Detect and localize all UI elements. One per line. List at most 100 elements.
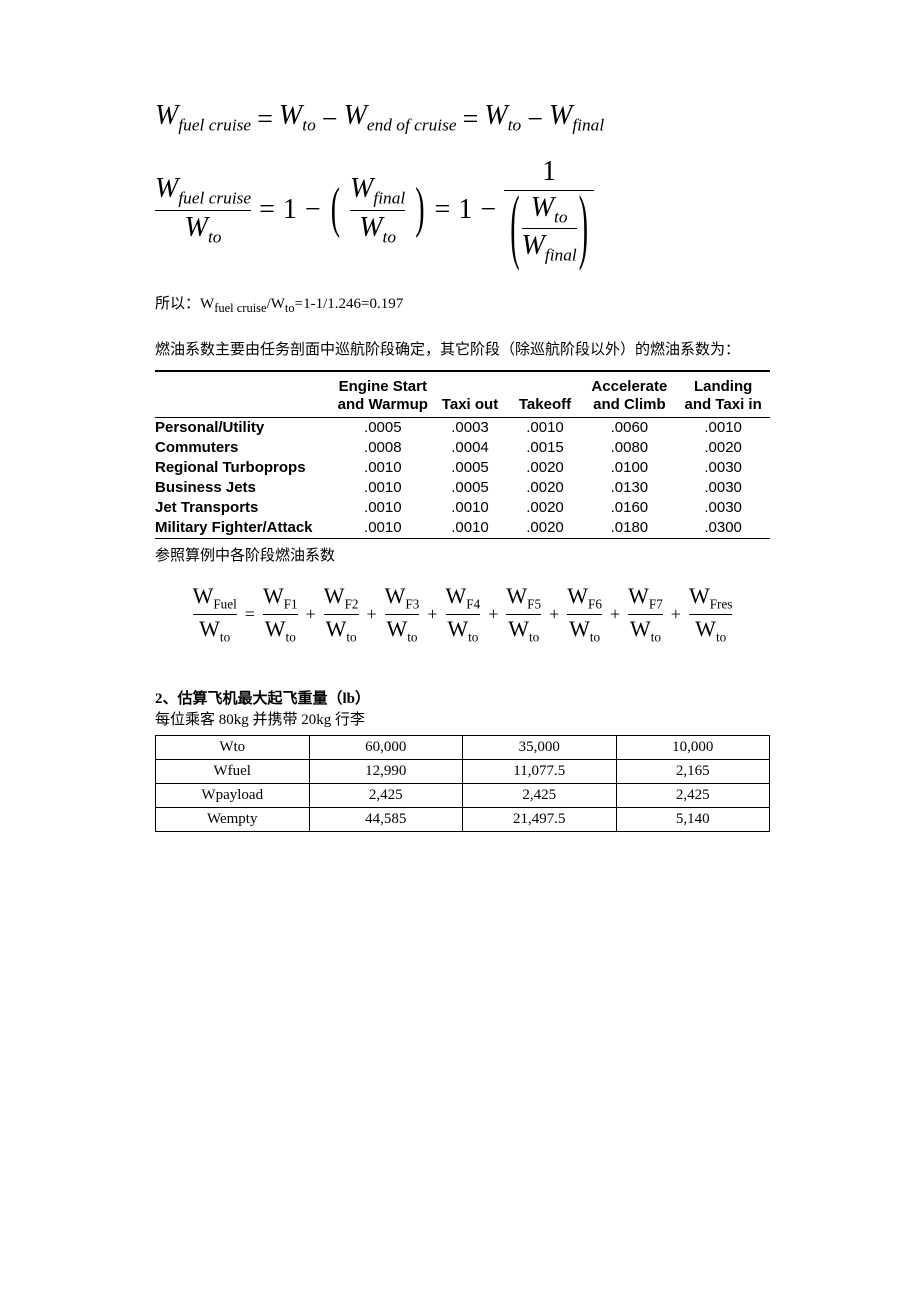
- table-cell: .0010: [676, 419, 770, 436]
- table-cell: .0130: [583, 479, 677, 496]
- fraction-term: WF5Wto: [506, 584, 541, 645]
- table-cell: .0015: [508, 439, 583, 456]
- table-cell: .0005: [333, 419, 432, 436]
- table-cell: .0004: [433, 439, 508, 456]
- table-cell: Military Fighter/Attack: [155, 519, 333, 536]
- weight-estimate-table: Wto60,00035,00010,000Wfuel12,99011,077.5…: [155, 735, 770, 832]
- eq2-rhs-frac: 1 ( Wto Wfinal ): [504, 156, 594, 265]
- table-cell: .0020: [676, 439, 770, 456]
- eq1-t3: Wto: [484, 100, 521, 136]
- eq-op-plus: +: [610, 604, 620, 625]
- table-cell: .0300: [676, 519, 770, 536]
- table-cell: .0020: [508, 499, 583, 516]
- table-row: Commuters.0008.0004.0015.0080.0020: [155, 438, 770, 458]
- table-row: Personal/Utility.0005.0003.0010.0060.001…: [155, 418, 770, 438]
- fraction-term: WF4Wto: [446, 584, 481, 645]
- table-cell: Regional Turboprops: [155, 459, 333, 476]
- table-cell: .0020: [508, 459, 583, 476]
- table-cell: .0010: [433, 519, 508, 536]
- eq-op-minus: −: [305, 194, 321, 226]
- table-cell: .0005: [433, 459, 508, 476]
- table-cell: .0010: [333, 519, 432, 536]
- eq1-t4: Wfinal: [549, 100, 604, 136]
- table-cell: .0010: [508, 419, 583, 436]
- table-cell: 11,077.5: [463, 759, 617, 783]
- eq-op-plus: +: [306, 604, 316, 625]
- eq-op-eq: =: [463, 104, 479, 136]
- table-cell: Wfuel: [156, 759, 310, 783]
- fuel-fraction-table: Engine Startand WarmupTaxi outTakeoffAcc…: [155, 370, 770, 539]
- table-header: Engine Startand Warmup: [333, 378, 432, 413]
- table-cell: Wpayload: [156, 783, 310, 807]
- eq-op-eq: =: [257, 104, 273, 136]
- eq1-lhs: Wfuel cruise: [155, 100, 251, 136]
- fraction-term: WF7Wto: [628, 584, 663, 645]
- eq-op-plus: +: [488, 604, 498, 625]
- table-header: Takeoff: [508, 396, 583, 413]
- table-cell: .0010: [433, 499, 508, 516]
- paren-left-tall: (: [510, 181, 519, 277]
- eq-op-plus: +: [549, 604, 559, 625]
- table-cell: 21,497.5: [463, 807, 617, 831]
- table-cell: Wempty: [156, 807, 310, 831]
- eq-op-eq: =: [259, 194, 275, 226]
- table-header: Landingand Taxi in: [676, 378, 770, 413]
- eq-op-plus: +: [367, 604, 377, 625]
- fuel-sum-equation: WFuelWto = WF1Wto + WF2Wto + WF3Wto + WF4Wto + WF5…: [155, 584, 770, 645]
- eq1-t1: Wto: [279, 100, 316, 136]
- table-cell: .0030: [676, 479, 770, 496]
- paragraph-ref-example: 参照算例中各阶段燃油系数: [155, 543, 770, 570]
- table-cell: Commuters: [155, 439, 333, 456]
- table-row: Wpayload2,4252,4252,425: [156, 783, 770, 807]
- table-cell: 60,000: [309, 735, 463, 759]
- eq-op-minus: −: [527, 104, 543, 136]
- table-header: Taxi out: [433, 396, 508, 413]
- fraction-term: WF1Wto: [263, 584, 298, 645]
- table-cell: 2,165: [616, 759, 770, 783]
- table-cell: 44,585: [309, 807, 463, 831]
- table-row: Business Jets.0010.0005.0020.0130.0030: [155, 478, 770, 498]
- table-cell: 5,140: [616, 807, 770, 831]
- table-cell: .0080: [583, 439, 677, 456]
- paragraph-fuel-coef: 燃油系数主要由任务剖面中巡航阶段确定，其它阶段（除巡航阶段以外）的燃油系数为：: [155, 337, 770, 364]
- page: Wfuel cruise = Wto − Wend of cruise = Wt…: [0, 0, 920, 972]
- table-cell: .0020: [508, 519, 583, 536]
- table-cell: .0003: [433, 419, 508, 436]
- eq2-lhs-frac: Wfuel cruise Wto: [155, 174, 251, 246]
- table-cell: .0160: [583, 499, 677, 516]
- equation-block-1: Wfuel cruise = Wto − Wend of cruise = Wt…: [155, 100, 770, 265]
- fraction-term: WF3Wto: [385, 584, 420, 645]
- fraction-term: WF6Wto: [567, 584, 602, 645]
- table-cell: .0030: [676, 459, 770, 476]
- table-cell: 35,000: [463, 735, 617, 759]
- eq-op-minus: −: [322, 104, 338, 136]
- table-cell: .0005: [433, 479, 508, 496]
- table-cell: .0030: [676, 499, 770, 516]
- table-header: Accelerateand Climb: [583, 378, 677, 413]
- fraction-term: WF2Wto: [324, 584, 359, 645]
- table-row: Jet Transports.0010.0010.0020.0160.0030: [155, 498, 770, 518]
- table-cell: .0010: [333, 499, 432, 516]
- table-cell: .0100: [583, 459, 677, 476]
- table-cell: 12,990: [309, 759, 463, 783]
- table-cell: .0010: [333, 459, 432, 476]
- table-cell: 2,425: [616, 783, 770, 807]
- section-2-title: 2、估算飞机最大起飞重量（lb） 每位乘客 80kg 并携带 20kg 行李: [155, 687, 770, 729]
- table-cell: Jet Transports: [155, 499, 333, 516]
- paragraph-so: 所以：Wfuel cruise/Wto=1-1/1.246=0.197: [155, 291, 770, 320]
- table-cell: .0010: [333, 479, 432, 496]
- table-cell: 2,425: [309, 783, 463, 807]
- equation-line-1: Wfuel cruise = Wto − Wend of cruise = Wt…: [155, 100, 770, 136]
- eq-op-eq: =: [435, 194, 451, 226]
- eq-op-eq: =: [245, 604, 255, 625]
- fraction-term: WFuelWto: [193, 584, 237, 645]
- table-cell: .0008: [333, 439, 432, 456]
- table-row: Regional Turboprops.0010.0005.0020.0100.…: [155, 458, 770, 478]
- paren-left: (: [331, 178, 340, 242]
- table-cell: Wto: [156, 735, 310, 759]
- paren-right: ): [415, 178, 424, 242]
- eq2-one-b: 1: [458, 194, 472, 226]
- table-row: Wfuel12,99011,077.52,165: [156, 759, 770, 783]
- table-cell: .0180: [583, 519, 677, 536]
- eq2-one: 1: [283, 194, 297, 226]
